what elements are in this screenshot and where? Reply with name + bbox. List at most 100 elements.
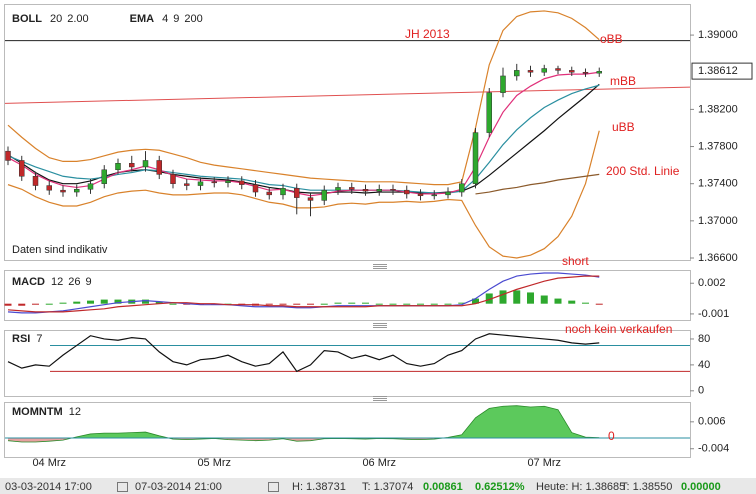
footer-today-high: Heute: H: 1.38685 <box>536 481 625 493</box>
histogram-bar <box>458 302 466 304</box>
candle-body <box>459 183 465 193</box>
histogram-bar <box>513 290 521 304</box>
indicator-line <box>7 10 600 186</box>
candle-body <box>349 187 355 190</box>
candle-body <box>170 174 176 184</box>
histogram-bar <box>307 303 314 305</box>
histogram-bar <box>444 303 452 305</box>
indicator-line <box>7 130 600 259</box>
candle-body <box>527 70 534 73</box>
indicator-line <box>475 173 600 195</box>
candle-body <box>87 183 94 190</box>
x-tick-label: 06 Mrz <box>362 457 396 469</box>
y-tick-label: 1.39000 <box>698 29 738 41</box>
candle-body <box>156 160 162 175</box>
panel-param: 9 <box>86 276 92 288</box>
area-positive <box>72 405 600 438</box>
candle-body <box>46 185 52 191</box>
y-tick-label: -0.004 <box>698 443 729 455</box>
candle-body <box>32 176 39 186</box>
panel-title: MOMNTM <box>12 406 63 418</box>
histogram-bar <box>568 300 576 304</box>
footer-bar <box>0 478 756 494</box>
x-tick-label: 05 Mrz <box>197 457 231 469</box>
last-price-box <box>691 62 753 80</box>
candle-body <box>211 181 217 184</box>
last-price-label: 1.38612 <box>698 65 738 77</box>
histogram-bar <box>59 302 67 304</box>
histogram-bar <box>32 303 39 305</box>
candle-body <box>555 68 561 71</box>
candle-body <box>596 71 602 74</box>
candle-body <box>19 160 25 177</box>
histogram-bar <box>430 303 438 305</box>
candle-body <box>307 197 314 201</box>
footer-high: H: 1.38731 <box>292 481 346 493</box>
panel-param: 12 <box>69 406 81 418</box>
legend-name: EMA <box>130 13 155 25</box>
y-tick-label: 1.37000 <box>698 215 738 227</box>
candle-body <box>486 92 492 133</box>
legend-param: 200 <box>184 13 202 25</box>
candle-body <box>582 71 589 74</box>
footer-today-change: 0.00000 <box>681 481 721 493</box>
footer-low: T: 1.37074 <box>362 481 413 493</box>
macd-line <box>7 275 600 313</box>
legend-name: BOLL <box>12 13 42 25</box>
annotation: 0 <box>608 429 615 443</box>
histogram-bar <box>142 299 149 304</box>
y-tick-label: 1.37800 <box>698 140 738 152</box>
histogram-bar <box>540 295 548 304</box>
candle-body <box>252 184 259 193</box>
candle-body <box>321 189 327 201</box>
histogram-bar <box>362 302 369 304</box>
annotation: noch kein verkaufen <box>565 322 672 336</box>
y-tick-label: 0 <box>698 385 704 397</box>
histogram-bar <box>265 303 273 305</box>
footer-today-low: T: 1.38550 <box>621 481 672 493</box>
trend-line <box>4 86 691 104</box>
candle-body <box>60 189 66 193</box>
x-tick-label: 07 Mrz <box>527 457 561 469</box>
footer-to: 07-03-2014 21:00 <box>135 481 222 493</box>
histogram-bar <box>87 300 94 304</box>
candle-body <box>129 163 135 168</box>
candle-body <box>431 194 437 197</box>
histogram-bar <box>403 303 411 305</box>
y-tick-label: -0.001 <box>698 308 729 320</box>
panel-title: RSI <box>12 333 30 345</box>
candle-body <box>362 189 369 192</box>
candle-body <box>266 191 272 196</box>
candle-body <box>514 70 520 77</box>
histogram-bar <box>375 303 383 305</box>
splitter-grip[interactable] <box>373 264 387 401</box>
annotation: JH 2013 <box>405 27 450 41</box>
legend-param: 9 <box>173 13 179 25</box>
histogram-bar <box>348 302 356 304</box>
annotation: mBB <box>610 74 636 88</box>
histogram-bar <box>595 303 603 305</box>
rsi-line <box>7 333 600 373</box>
histogram-bar <box>45 303 53 305</box>
histogram-bar <box>485 293 493 304</box>
panel-param: 7 <box>36 333 42 345</box>
panel-title: MACD <box>12 276 45 288</box>
macd-line <box>7 272 600 314</box>
histogram-bar <box>155 301 163 304</box>
histogram-bar <box>114 299 122 304</box>
panel-param: 12 <box>51 276 63 288</box>
y-tick-label: 1.37400 <box>698 178 738 190</box>
histogram-bar <box>100 299 108 304</box>
histogram-bar <box>169 303 177 305</box>
footer-from: 03-03-2014 17:00 <box>5 481 92 493</box>
y-tick-label: 0.002 <box>698 277 726 289</box>
candle-body <box>569 70 575 73</box>
panel-param: 26 <box>68 276 80 288</box>
histogram-bar <box>4 303 12 306</box>
calendar-icon[interactable] <box>117 482 279 492</box>
candle-body <box>101 169 107 184</box>
candle-body <box>404 189 410 195</box>
panel-frame <box>4 270 691 321</box>
